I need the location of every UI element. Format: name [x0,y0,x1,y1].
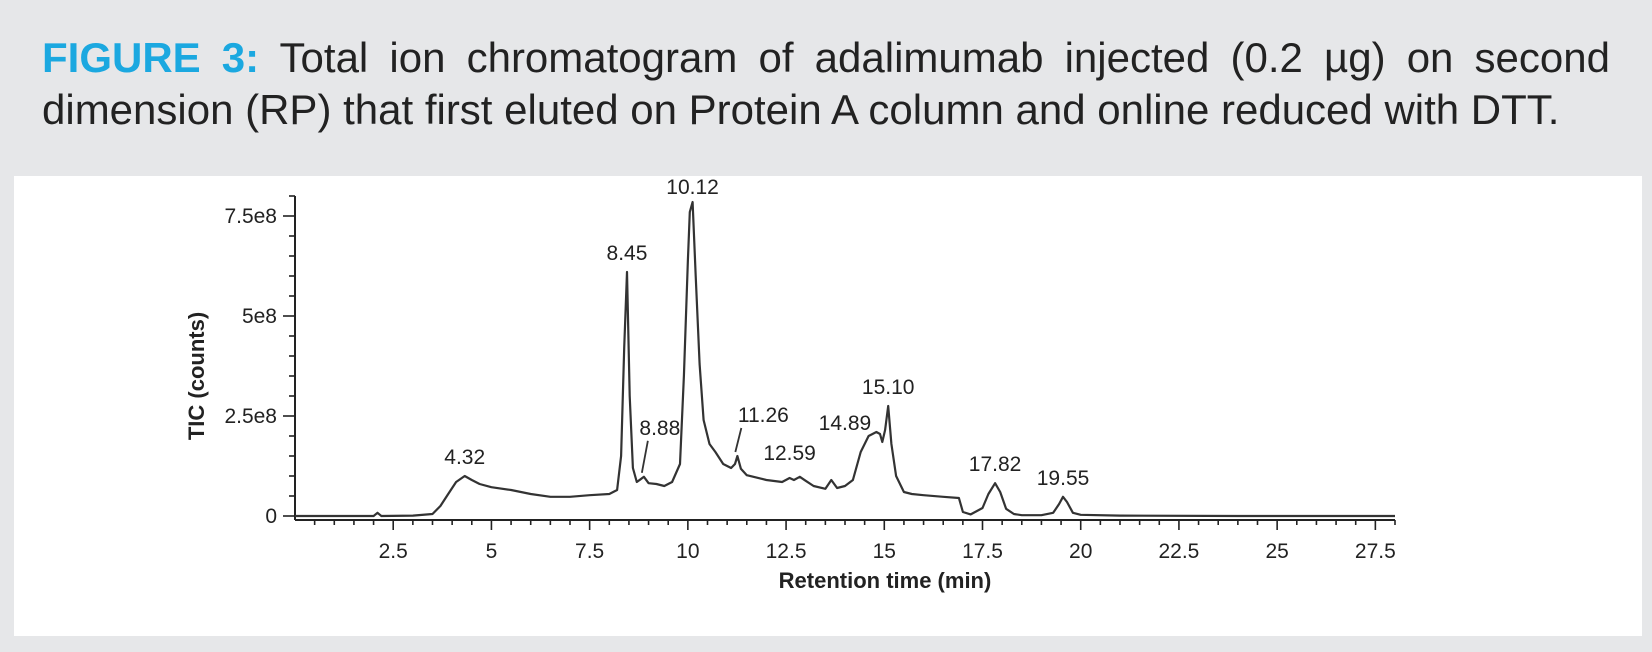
peak-leader-line [640,440,649,473]
x-tick-label: 7.5 [575,540,604,563]
peak-label: 15.10 [862,376,915,399]
chromatogram-chart: 2.5 5 7.5 10 12.5 15 17.5 20 22.5 25 27.5 0 2.5e8 5e8… [184,176,1396,593]
peak-label: 12.59 [763,442,816,465]
peak-label: 19.55 [1037,467,1090,490]
peak-label: 10.12 [666,176,719,199]
peak-label: 17.82 [969,453,1022,476]
x-axis-title: Retention time (min) [779,568,992,593]
x-tick-label: 5 [486,540,498,563]
tic-trace [295,200,1395,518]
peak-label: 11.26 [738,404,789,427]
x-tick-label: 20 [1069,540,1092,563]
x-tick-label: 12.5 [766,540,807,563]
y-axis-title: TIC (counts) [184,312,209,440]
peak-label: 4.32 [444,446,485,469]
chart-panel: 2.5 5 7.5 10 12.5 15 17.5 20 22.5 25 27.5 0 2.5e8 5e8… [14,176,1642,636]
x-tick-label: 25 [1265,540,1288,563]
y-tick-label: 2.5e8 [224,405,277,428]
y-tick-label: 7.5e8 [224,205,277,228]
x-tick-label: 10 [676,540,699,563]
x-tick-label: 17.5 [962,540,1003,563]
x-tick-label: 2.5 [379,540,408,563]
x-tick-label: 27.5 [1355,540,1396,563]
peak-leader-line [734,427,743,453]
y-tick-label: 5e8 [242,305,277,328]
figure-caption-text: Total ion chromatogram of adalimumab inj… [42,34,1610,133]
y-tick-label: 0 [265,505,277,528]
peak-label: 8.88 [639,417,680,440]
figure-caption: FIGURE 3: Total ion chromatogram of adal… [42,32,1610,136]
figure-label: FIGURE 3: [42,34,260,81]
x-tick-label: 15 [873,540,896,563]
x-tick-label: 22.5 [1158,540,1199,563]
peak-label: 8.45 [607,242,648,265]
peak-label: 14.89 [819,412,872,435]
